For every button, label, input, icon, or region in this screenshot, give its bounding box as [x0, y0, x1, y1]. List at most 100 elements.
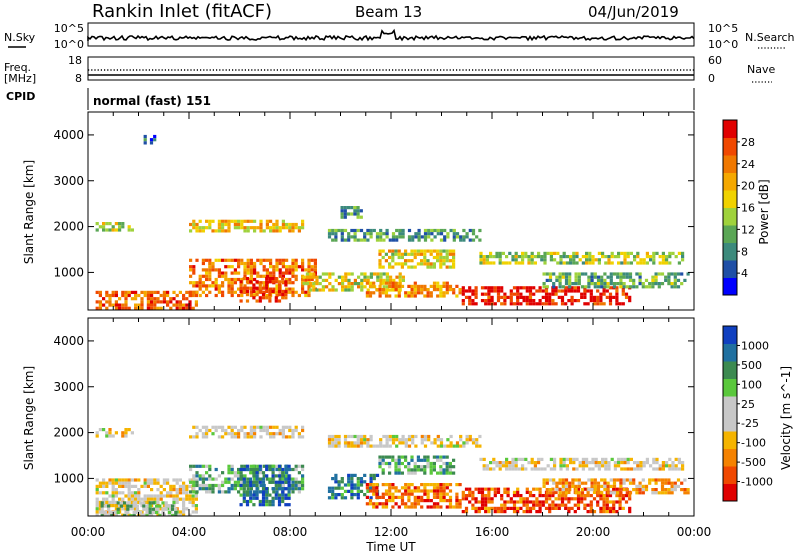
- power-cell: [525, 295, 529, 299]
- power-cell: [211, 268, 215, 272]
- velocity-cell: [500, 497, 504, 501]
- velocity-cell: [509, 506, 513, 510]
- velocity-cell: [538, 503, 542, 507]
- velocity-cell: [580, 494, 584, 498]
- power-cell: [544, 295, 549, 299]
- power-cell: [233, 268, 237, 272]
- power-cell: [185, 297, 189, 301]
- power-cell: [301, 265, 305, 269]
- velocity-cell: [375, 483, 379, 487]
- velocity-cell: [571, 481, 575, 485]
- power-cell: [360, 278, 364, 282]
- velocity-cell: [268, 467, 272, 472]
- velocity-cell: [356, 438, 360, 442]
- power-cell: [516, 289, 520, 293]
- velocity-cell: [366, 438, 370, 442]
- power-cell: [159, 300, 163, 304]
- power-cell: [391, 281, 395, 285]
- power-cell: [262, 290, 266, 294]
- power-cell: [465, 232, 469, 236]
- power-cell: [240, 219, 244, 223]
- velocity-cell: [114, 431, 118, 435]
- velocity-cell: [102, 491, 106, 495]
- power-cell: [312, 288, 316, 292]
- velocity-cell: [201, 477, 205, 481]
- velocity-cell: [660, 481, 665, 485]
- power-cell: [243, 268, 247, 272]
- power-cell: [288, 222, 292, 227]
- velocity-cell: [455, 441, 460, 445]
- velocity-colorbar-label: Velocity [m s^-1]: [779, 366, 793, 470]
- power-cell: [564, 302, 568, 306]
- velocity-cell: [397, 468, 401, 472]
- velocity-cell: [114, 491, 118, 495]
- velocity-cell: [253, 490, 257, 494]
- power-cell: [140, 303, 144, 307]
- velocity-cell: [512, 500, 517, 504]
- power-cell: [557, 295, 561, 299]
- power-cell: [265, 293, 269, 298]
- velocity-cell: [172, 497, 176, 501]
- velocity-cell: [188, 513, 192, 516]
- power-cell: [404, 259, 408, 263]
- freq-panel: Freq. [MHz] 18 8 60 0 Nave: [4, 54, 775, 85]
- velocity-cell: [612, 491, 617, 495]
- velocity-cell: [492, 457, 496, 461]
- power-cell: [307, 293, 311, 298]
- velocity-cell: [350, 477, 354, 481]
- velocity-cell: [127, 481, 131, 485]
- velocity-cell: [622, 481, 626, 485]
- freq-left-tick-top: 18: [68, 54, 82, 67]
- power-cell: [350, 228, 354, 233]
- velocity-cell: [156, 494, 160, 498]
- power-cell: [344, 278, 348, 282]
- velocity-cell: [589, 506, 593, 510]
- power-cell: [394, 281, 398, 285]
- velocity-cell: [178, 513, 182, 516]
- power-cell: [651, 278, 655, 282]
- velocity-cell: [132, 510, 136, 515]
- velocity-cell: [410, 483, 414, 487]
- velocity-cell: [182, 504, 186, 508]
- power-cell: [269, 274, 273, 278]
- power-cell: [259, 258, 263, 262]
- velocity-cell: [464, 487, 469, 491]
- power-cell: [230, 293, 234, 298]
- power-cell: [201, 268, 205, 272]
- velocity-cell: [426, 505, 430, 509]
- power-cell: [668, 261, 672, 265]
- power-cell: [389, 278, 393, 282]
- power-cell: [565, 261, 569, 265]
- velocity-cell: [227, 432, 231, 436]
- velocity-cell: [391, 492, 395, 496]
- power-cell: [635, 285, 639, 289]
- velocity-cell: [271, 496, 275, 500]
- power-cell: [452, 238, 456, 242]
- power-cell: [246, 265, 250, 269]
- velocity-cell: [407, 486, 411, 490]
- velocity-cell: [116, 510, 120, 515]
- velocity-cell: [121, 434, 125, 438]
- power-cell: [648, 285, 652, 289]
- power-cell: [553, 251, 557, 255]
- velocity-cell: [169, 484, 173, 488]
- velocity-cell: [413, 486, 417, 490]
- velocity-cell: [452, 505, 456, 509]
- power-cell: [224, 229, 228, 233]
- velocity-cell: [350, 486, 354, 490]
- power-cell: [426, 265, 430, 269]
- velocity-cell: [589, 510, 593, 514]
- power-cell: [655, 251, 659, 255]
- velocity-cell: [618, 487, 622, 491]
- power-cell: [516, 302, 520, 306]
- velocity-cell: [608, 510, 613, 514]
- power-cell: [445, 291, 449, 295]
- velocity-cell: [487, 490, 491, 494]
- velocity-cell: [638, 488, 642, 492]
- velocity-cell: [530, 461, 534, 465]
- power-cell: [448, 252, 452, 256]
- velocity-cell: [521, 464, 525, 468]
- power-cell: [114, 222, 118, 226]
- velocity-cell: [134, 491, 138, 495]
- power-cell: [621, 302, 625, 306]
